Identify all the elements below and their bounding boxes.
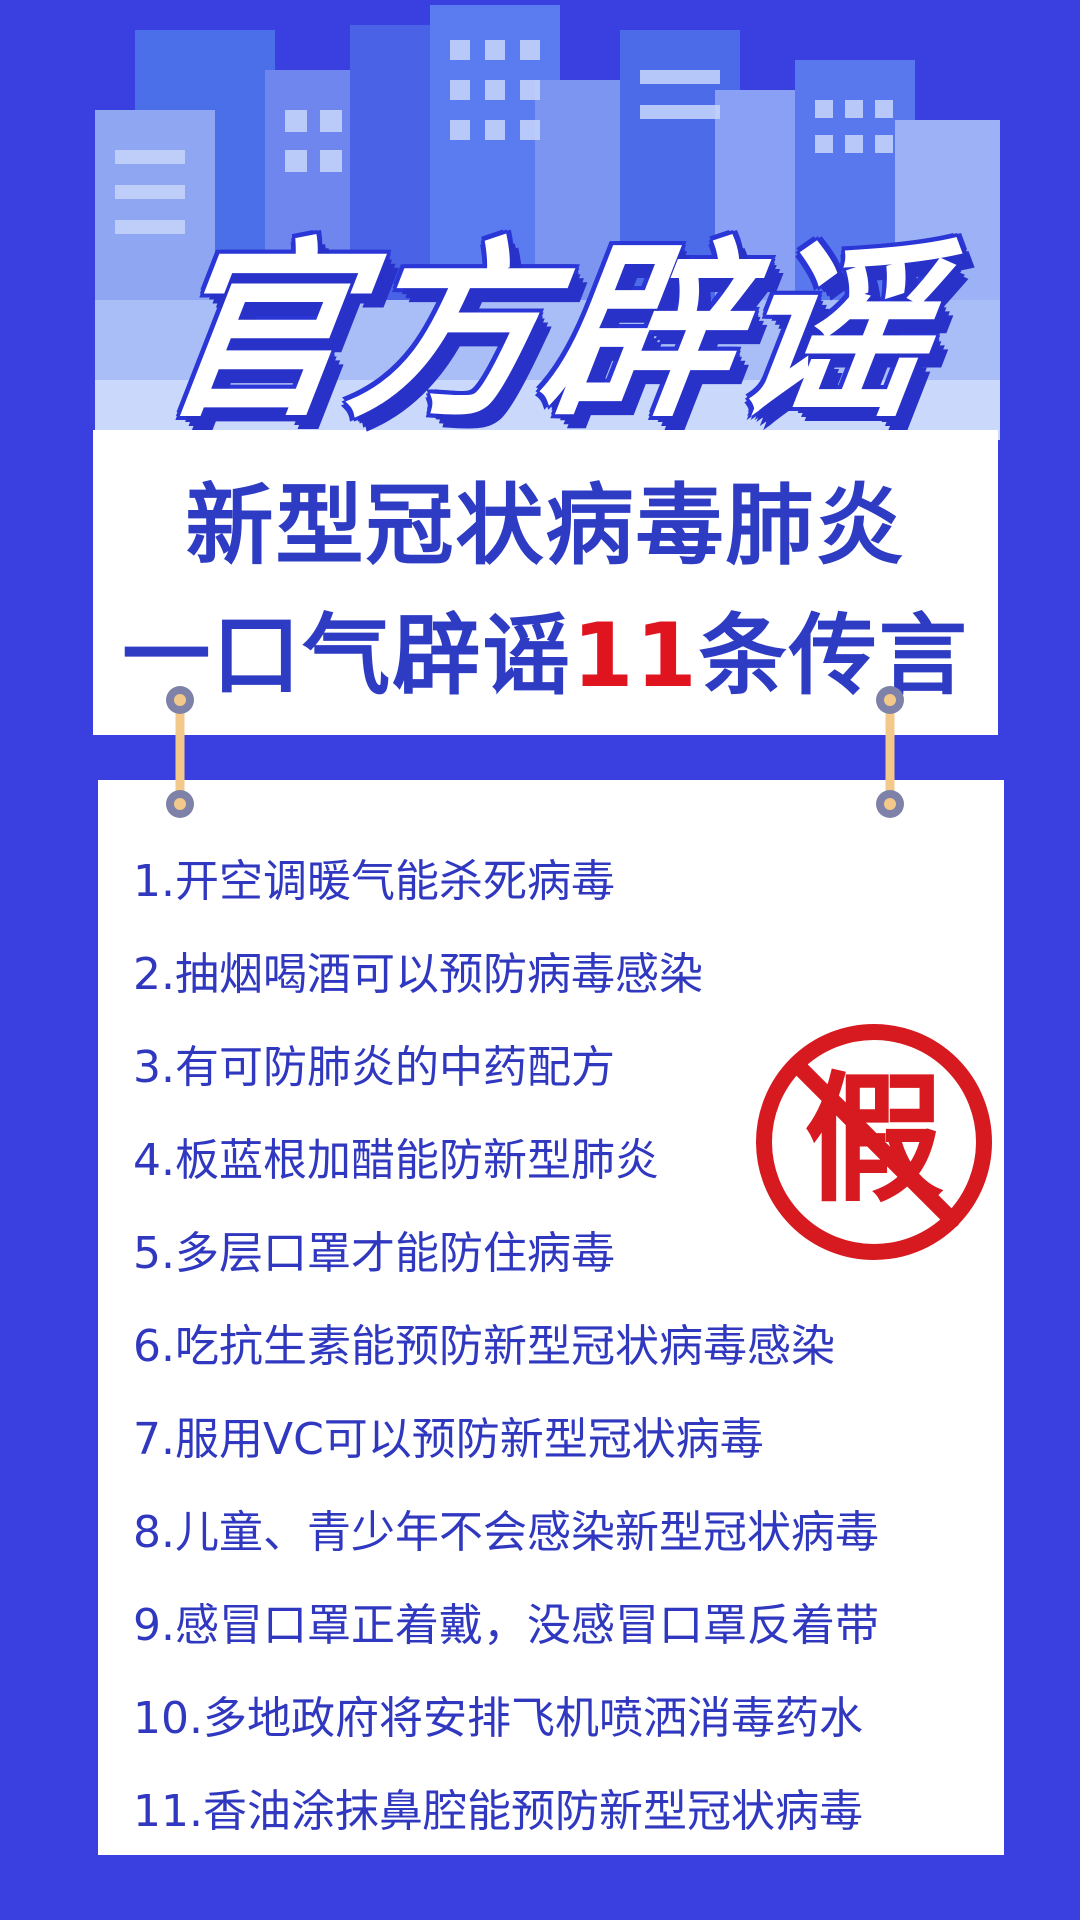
list-item: 10.多地政府将安排飞机喷洒消毒药水 [133,1693,863,1744]
rumor-count: 11 [572,604,699,707]
subtitle-line-2: 一口气辟谣11条传言 [93,585,998,712]
list-item: 11.香油涂抹鼻腔能预防新型冠状病毒 [133,1786,863,1837]
list-item: 9.感冒口罩正着戴，没感冒口罩反着带 [133,1600,879,1651]
right-hanging-hook-icon [876,686,904,818]
header-sign-panel [93,430,998,735]
list-item: 7.服用VC可以预防新型冠状病毒 [133,1414,764,1465]
subtitle-suffix: 条传言 [698,604,969,707]
rumor-list-panel [98,780,1004,1855]
list-item: 6.吃抗生素能预防新型冠状病毒感染 [133,1321,835,1372]
page-title: 官方辟谣 [145,221,945,443]
list-item: 2.抽烟喝酒可以预防病毒感染 [133,949,703,1000]
list-item: 8.儿童、青少年不会感染新型冠状病毒 [133,1507,879,1558]
city-skyline-illustration [95,0,1000,440]
list-item: 5.多层口罩才能防住病毒 [133,1228,615,1279]
list-item: 3.有可防肺炎的中药配方 [133,1042,615,1093]
subtitle-line-1: 新型冠状病毒肺炎 [185,474,906,577]
left-hanging-hook-icon [166,686,194,818]
rumor-list: 1.开空调暖气能杀死病毒 2.抽烟喝酒可以预防病毒感染 3.有可防肺炎的中药配方… [133,835,1003,1858]
subtitle-prefix: 一口气辟谣 [122,604,573,707]
list-item: 4.板蓝根加醋能防新型肺炎 [133,1135,659,1186]
prohibited-fake-stamp-icon: 假 [756,1024,992,1260]
list-item: 1.开空调暖气能杀死病毒 [133,856,615,907]
